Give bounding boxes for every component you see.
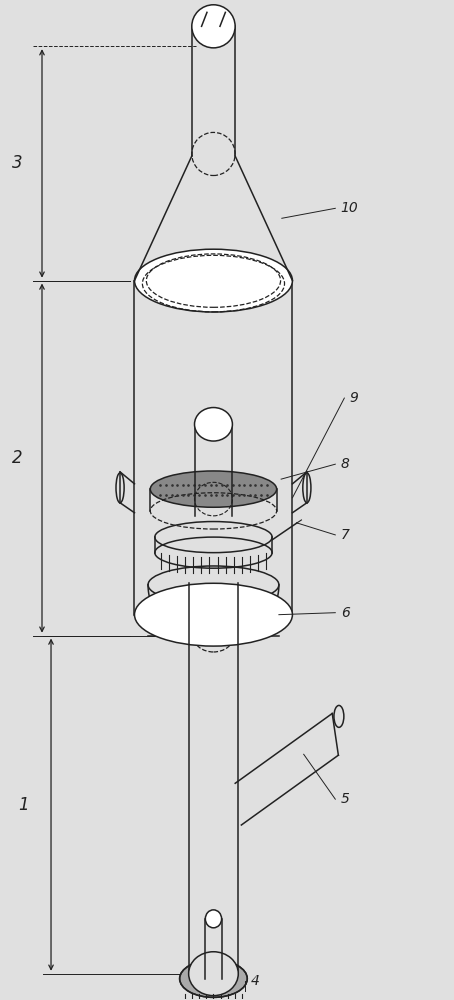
Text: 10: 10 [340,201,359,215]
Text: 8: 8 [340,457,350,471]
Text: 5: 5 [340,792,350,806]
Ellipse shape [150,471,276,507]
Text: 6: 6 [340,606,350,620]
Ellipse shape [192,5,235,48]
Text: 7: 7 [340,528,350,542]
Text: 4: 4 [251,974,259,988]
Ellipse shape [180,960,247,997]
Ellipse shape [194,408,232,441]
Ellipse shape [189,952,238,996]
Ellipse shape [205,910,222,928]
Text: 1: 1 [19,796,29,814]
Text: 3: 3 [12,154,23,172]
Ellipse shape [134,583,292,646]
Text: 9: 9 [350,391,359,405]
Ellipse shape [134,249,292,312]
Text: 2: 2 [12,449,23,467]
